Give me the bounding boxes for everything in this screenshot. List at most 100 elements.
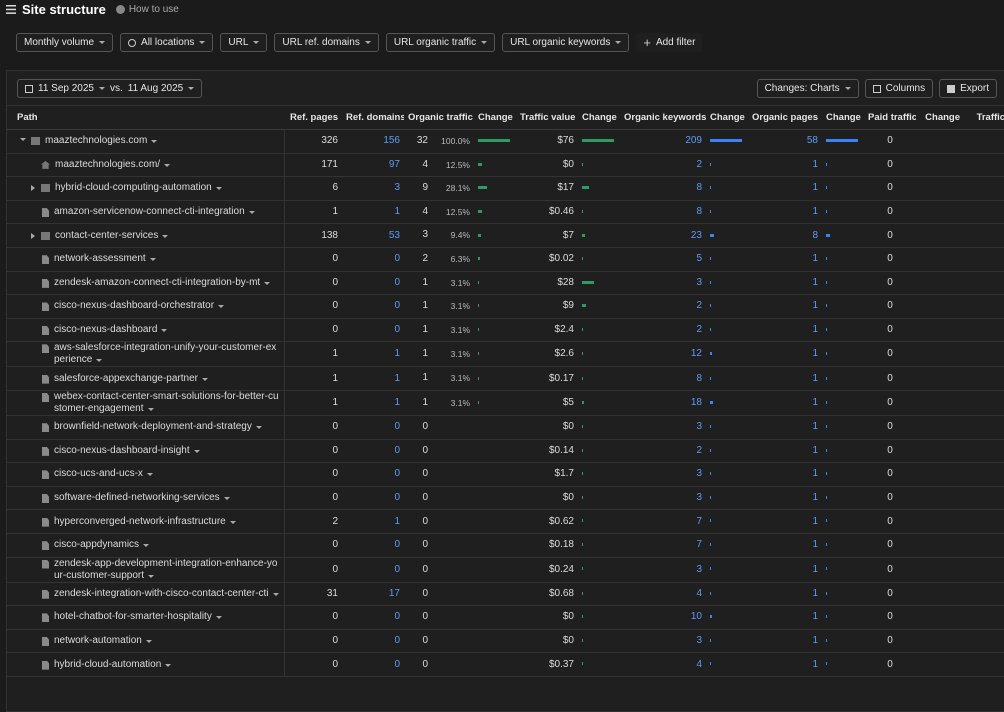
organic-keywords[interactable]: 2 xyxy=(620,318,706,343)
path-name[interactable]: network-assessment xyxy=(54,253,156,265)
organic-keywords[interactable]: 3 xyxy=(620,415,706,440)
path-name[interactable]: software-defined-networking-services xyxy=(54,492,230,504)
organic-pages[interactable]: 1 xyxy=(748,652,822,677)
path-name[interactable]: hybrid-cloud-automation xyxy=(54,658,172,671)
ref-domains[interactable]: 0 xyxy=(342,294,404,319)
organic-pages[interactable]: 1 xyxy=(748,390,822,416)
path-name[interactable]: cisco-nexus-dashboard-insight xyxy=(54,445,200,457)
path-text[interactable]: contact-center-services xyxy=(55,229,159,241)
filter-button[interactable]: URL organic keywords xyxy=(502,33,630,52)
ref-domains[interactable]: 53 xyxy=(342,223,404,248)
organic-pages[interactable]: 1 xyxy=(748,629,822,654)
organic-pages[interactable]: 1 xyxy=(748,533,822,558)
organic-pages[interactable]: 1 xyxy=(748,153,822,178)
path-name[interactable]: zendesk-app-development-integration-enha… xyxy=(54,558,280,582)
path-text[interactable]: hyperconverged-network-infrastructure xyxy=(54,515,226,527)
organic-keywords[interactable]: 2 xyxy=(620,294,706,319)
columns-button[interactable]: Columns xyxy=(864,79,934,98)
column-header[interactable]: Paid traffic xyxy=(864,105,916,130)
path-name[interactable]: maaztechnologies.com xyxy=(45,135,158,147)
column-header[interactable]: Ref. pages xyxy=(284,105,342,130)
organic-keywords[interactable]: 3 xyxy=(620,629,706,654)
organic-pages[interactable]: 1 xyxy=(748,200,822,225)
path-text[interactable]: hotel-chatbot-for-smarter-hospitality xyxy=(54,611,212,623)
organic-keywords[interactable]: 4 xyxy=(620,652,706,677)
organic-keywords[interactable]: 8 xyxy=(620,200,706,225)
organic-keywords[interactable]: 18 xyxy=(620,390,706,416)
path-name[interactable]: webex-contact-center-smart-solutions-for… xyxy=(54,391,280,415)
ref-domains[interactable]: 0 xyxy=(342,557,404,583)
organic-keywords[interactable]: 7 xyxy=(620,533,706,558)
path-name[interactable]: hyperconverged-network-infrastructure xyxy=(54,516,236,528)
column-header[interactable]: Change xyxy=(578,105,620,130)
changes-button[interactable]: Changes: Charts xyxy=(756,79,859,98)
column-header[interactable]: Change xyxy=(706,105,748,130)
add-filter[interactable]: + Add filter xyxy=(636,33,703,52)
ref-domains[interactable]: 3 xyxy=(342,176,404,201)
path-text[interactable]: zendesk-amazon-connect-cti-integration-b… xyxy=(54,276,261,288)
column-header[interactable]: Change xyxy=(916,105,964,130)
export-button[interactable]: Export xyxy=(939,79,997,98)
organic-keywords[interactable]: 7 xyxy=(620,509,706,534)
ref-domains[interactable]: 0 xyxy=(342,652,404,677)
path-name[interactable]: cisco-nexus-dashboard-orchestrator xyxy=(54,300,225,312)
menu-icon[interactable] xyxy=(6,4,16,14)
column-header[interactable]: Ref. domains xyxy=(342,105,404,130)
path-text[interactable]: cisco-nexus-dashboard-insight xyxy=(54,444,190,456)
ref-domains[interactable]: 1 xyxy=(342,200,404,225)
ref-domains[interactable]: 1 xyxy=(342,509,404,534)
column-header[interactable]: Traffic value xyxy=(516,105,578,130)
organic-pages[interactable]: 1 xyxy=(748,439,822,464)
path-text[interactable]: aws-salesforce-integration-unify-your-cu… xyxy=(54,342,277,366)
path-text[interactable]: brownfield-network-deployment-and-strate… xyxy=(54,421,252,433)
organic-keywords[interactable]: 8 xyxy=(620,366,706,391)
organic-pages[interactable]: 58 xyxy=(748,129,822,154)
organic-keywords[interactable]: 10 xyxy=(620,605,706,630)
organic-pages[interactable]: 1 xyxy=(748,557,822,583)
organic-keywords[interactable]: 5 xyxy=(620,247,706,272)
path-name[interactable]: salesforce-appexchange-partner xyxy=(54,373,208,385)
path-text[interactable]: software-defined-networking-services xyxy=(54,492,220,504)
column-header[interactable]: Traffic c xyxy=(964,105,1004,130)
organic-pages[interactable]: 1 xyxy=(748,582,822,607)
path-text[interactable]: webex-contact-center-smart-solutions-for… xyxy=(54,390,279,414)
path-name[interactable]: brownfield-network-deployment-and-strate… xyxy=(54,421,262,433)
path-name[interactable]: hotel-chatbot-for-smarter-hospitality xyxy=(54,611,222,623)
filter-button[interactable]: URL organic traffic xyxy=(385,33,496,52)
organic-keywords[interactable]: 2 xyxy=(620,153,706,178)
organic-keywords[interactable]: 23 xyxy=(620,223,706,248)
ref-domains[interactable]: 0 xyxy=(342,629,404,654)
path-text[interactable]: cisco-nexus-dashboard xyxy=(54,324,158,336)
path-text[interactable]: salesforce-appexchange-partner xyxy=(54,372,198,384)
ref-domains[interactable]: 0 xyxy=(342,462,404,487)
path-name[interactable]: cisco-appdynamics xyxy=(54,539,150,551)
filter-button[interactable]: URL ref. domains xyxy=(274,33,379,52)
path-text[interactable]: maaztechnologies.com xyxy=(45,135,148,147)
path-name[interactable]: contact-center-services xyxy=(55,229,169,242)
path-text[interactable]: hybrid-cloud-computing-automation xyxy=(55,182,212,194)
column-header[interactable]: Organic keywords xyxy=(620,105,706,130)
ref-domains[interactable]: 1 xyxy=(342,341,404,368)
path-text[interactable]: network-assessment xyxy=(54,253,146,265)
ref-domains[interactable]: 0 xyxy=(342,318,404,343)
path-name[interactable]: zendesk-amazon-connect-cti-integration-b… xyxy=(54,276,271,289)
organic-pages[interactable]: 1 xyxy=(748,294,822,319)
organic-pages[interactable]: 1 xyxy=(748,341,822,368)
organic-pages[interactable]: 1 xyxy=(748,462,822,487)
path-text[interactable]: cisco-ucs-and-ucs-x xyxy=(54,468,143,480)
column-header[interactable]: Path xyxy=(7,105,284,130)
organic-keywords[interactable]: 2 xyxy=(620,439,706,464)
ref-domains[interactable]: 1 xyxy=(342,390,404,416)
path-text[interactable]: zendesk-integration-with-cisco-contact-c… xyxy=(54,587,269,599)
path-name[interactable]: cisco-nexus-dashboard xyxy=(54,324,168,336)
ref-domains[interactable]: 0 xyxy=(342,605,404,630)
organic-pages[interactable]: 1 xyxy=(748,415,822,440)
organic-keywords[interactable]: 209 xyxy=(620,129,706,154)
path-name[interactable]: hybrid-cloud-computing-automation xyxy=(55,182,222,194)
filter-button[interactable]: Monthly volume xyxy=(16,33,114,52)
organic-pages[interactable]: 1 xyxy=(748,509,822,534)
organic-keywords[interactable]: 3 xyxy=(620,486,706,511)
path-text[interactable]: hybrid-cloud-automation xyxy=(54,658,162,670)
path-text[interactable]: maaztechnologies.com/ xyxy=(55,158,161,170)
organic-pages[interactable]: 1 xyxy=(748,318,822,343)
